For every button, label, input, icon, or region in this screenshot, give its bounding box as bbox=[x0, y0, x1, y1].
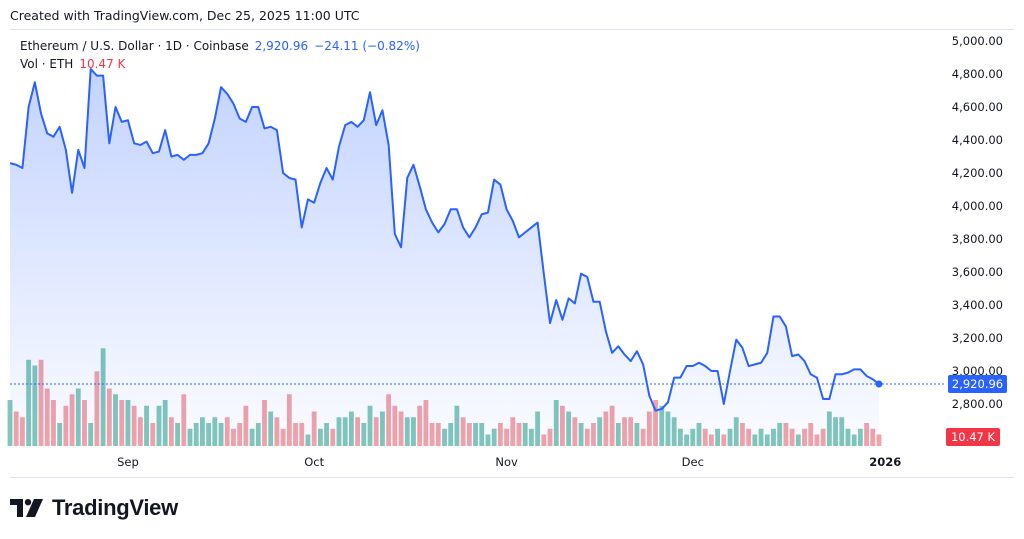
x-tick-label: Nov bbox=[495, 455, 518, 469]
y-tick-label: 4,400.00 bbox=[952, 133, 1003, 147]
legend-last-price: 2,920.96 bbox=[254, 39, 309, 53]
y-tick-label: 4,200.00 bbox=[952, 166, 1003, 180]
legend-symbol-row: Ethereum / U.S. Dollar · 1D · Coinbase 2… bbox=[20, 37, 420, 55]
chart-frame bbox=[10, 29, 1014, 478]
time-axis[interactable]: Sep Oct Nov Dec 2026 bbox=[117, 455, 901, 469]
y-tick-label: 4,000.00 bbox=[952, 199, 1003, 213]
tradingview-logo-icon bbox=[10, 499, 43, 517]
y-tick-label: 3,400.00 bbox=[952, 298, 1003, 312]
legend-symbol: Ethereum / U.S. Dollar · 1D · Coinbase bbox=[20, 39, 249, 53]
legend-change: −24.11 (−0.82%) bbox=[314, 39, 420, 53]
price-axis[interactable]: 2,800.00 3,000.00 3,200.00 3,400.00 3,600.00… bbox=[952, 34, 1003, 411]
y-tick-label: 5,000.00 bbox=[952, 34, 1003, 48]
price-line[interactable] bbox=[9, 68, 880, 412]
y-tick-label: 3,600.00 bbox=[952, 265, 1003, 279]
y-tick-label: 3,200.00 bbox=[952, 331, 1003, 345]
price-area-fill bbox=[10, 69, 879, 447]
y-tick-label: 2,800.00 bbox=[952, 397, 1003, 411]
last-price-dot bbox=[875, 380, 883, 388]
x-tick-label: Oct bbox=[304, 455, 324, 469]
price-badge: 2,920.96 bbox=[948, 375, 1007, 394]
volume-badge-text: 10.47 K bbox=[951, 430, 996, 444]
tradingview-logo[interactable]: TradingView bbox=[10, 495, 178, 521]
x-tick-label: Dec bbox=[682, 455, 704, 469]
legend-volume-label: Vol · ETH bbox=[20, 57, 74, 71]
x-tick-label: Sep bbox=[117, 455, 139, 469]
created-with-text: Created with TradingView.com, Dec 25, 20… bbox=[10, 8, 360, 23]
y-tick-label: 3,000.00 bbox=[952, 364, 1003, 378]
tradingview-wordmark: TradingView bbox=[52, 495, 178, 520]
legend-volume-row: Vol · ETH 10.47 K bbox=[20, 55, 420, 73]
y-tick-label: 3,800.00 bbox=[952, 232, 1003, 246]
y-tick-label: 4,800.00 bbox=[952, 67, 1003, 81]
chart-legend[interactable]: Ethereum / U.S. Dollar · 1D · Coinbase 2… bbox=[20, 37, 420, 73]
x-tick-label: 2026 bbox=[869, 455, 901, 469]
y-tick-label: 4,600.00 bbox=[952, 100, 1003, 114]
legend-volume-value: 10.47 K bbox=[79, 57, 126, 71]
volume-badge: 10.47 K bbox=[946, 428, 1000, 446]
price-badge-text: 2,920.96 bbox=[952, 377, 1003, 391]
